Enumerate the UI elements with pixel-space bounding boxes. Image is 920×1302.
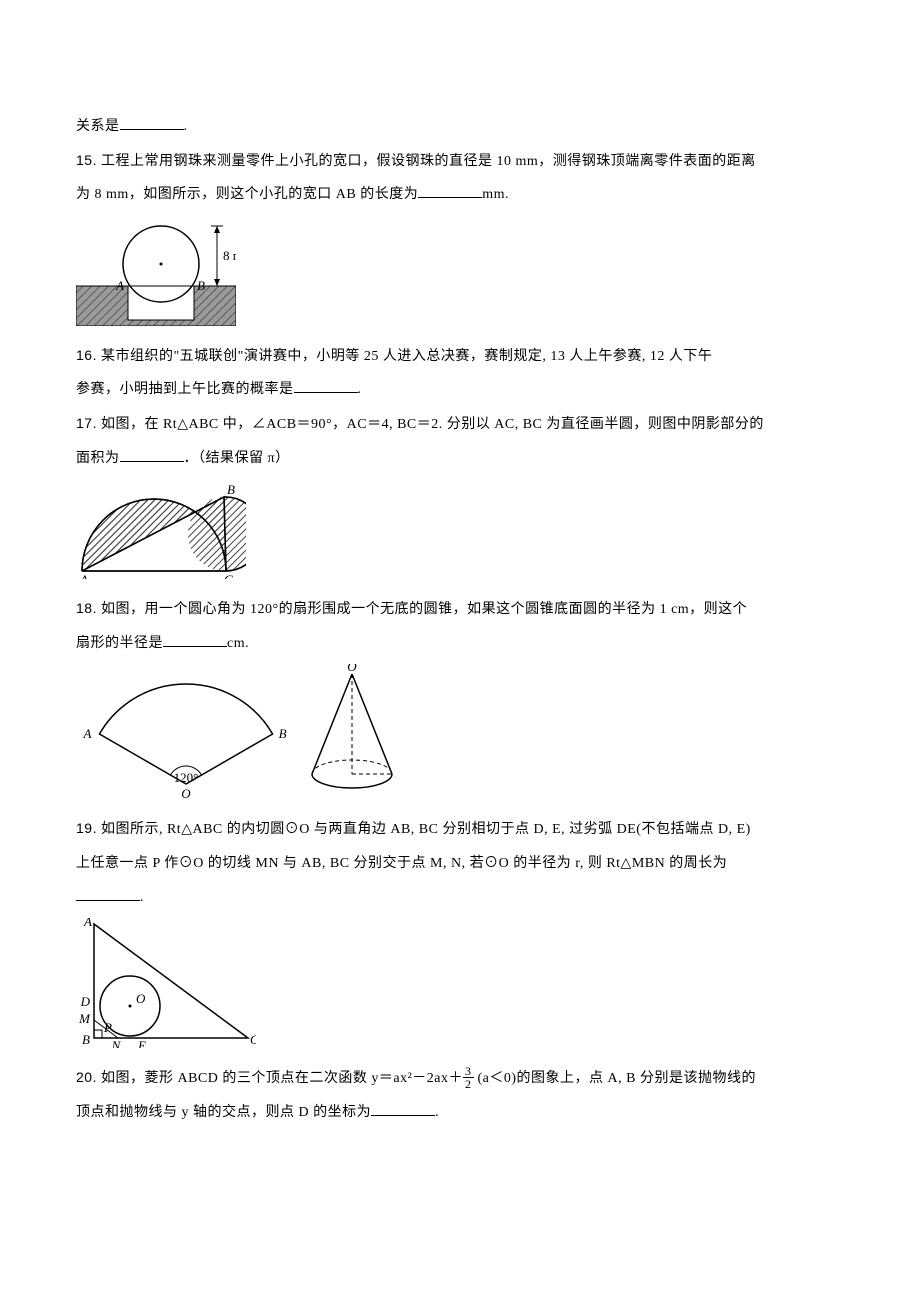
q20-fraction: 32 (463, 1065, 474, 1090)
q14-text-after: . (184, 119, 188, 134)
q20-num: 20. (76, 1069, 97, 1085)
q17-blank (120, 447, 184, 462)
svg-text:P: P (103, 1020, 112, 1035)
svg-text:N: N (111, 1038, 122, 1048)
q17-text2-after: ．（结果保留 π） (184, 451, 290, 466)
svg-text:A: A (79, 572, 88, 579)
svg-text:A: A (82, 726, 91, 741)
q20-frac-den: 2 (463, 1078, 474, 1090)
svg-text:E: E (137, 1038, 146, 1048)
svg-text:120°: 120° (174, 770, 199, 785)
q15-num: 15. (76, 152, 97, 168)
q14-tail: 关系是. (76, 110, 844, 144)
svg-text:B: B (197, 278, 205, 293)
q16-text2-after: . (358, 382, 362, 397)
q18-text1: 如图，用一个圆心角为 120°的扇形围成一个无底的圆锥，如果这个圆锥底面圆的半径… (97, 602, 747, 617)
q20-line1: 20. 如图，菱形 ABCD 的三个顶点在二次函数 y＝ax²－2ax＋32 (… (76, 1061, 844, 1096)
q16-num: 16. (76, 347, 97, 363)
svg-text:D: D (80, 994, 91, 1009)
q20-blank (371, 1101, 435, 1116)
q19-figure: A B C D E M N O P (76, 918, 844, 1053)
q18-line1: 18. 如图，用一个圆心角为 120°的扇形围成一个无底的圆锥，如果这个圆锥底面… (76, 592, 844, 627)
svg-text:8 mm: 8 mm (223, 248, 236, 263)
svg-text:C: C (224, 572, 233, 579)
q20-text-after-eq: (a＜0)的图象上，点 A, B 分别是该抛物线的 (474, 1071, 757, 1086)
q16-text1: 某市组织的"五城联创"演讲赛中，小明等 25 人进入总决赛，赛制规定, 13 人… (97, 349, 712, 364)
q17-svg: A B C (76, 479, 246, 579)
q14-blank (120, 115, 184, 130)
svg-text:M: M (78, 1011, 91, 1026)
q19-svg: A B C D E M N O P (76, 918, 256, 1048)
q17-text1: 如图，在 Rt△ABC 中，∠ACB＝90°，AC＝4, BC＝2. 分别以 A… (97, 417, 764, 432)
q19-line1: 19. 如图所示, Rt△ABC 的内切圆⊙O 与两直角边 AB, BC 分别相… (76, 812, 844, 847)
q18-line2: 扇形的半径是 cm. (76, 627, 844, 661)
svg-text:O: O (136, 991, 146, 1006)
svg-text:O: O (181, 786, 191, 799)
q16-line2: 参赛，小明抽到上午比赛的概率是. (76, 373, 844, 407)
q20-text-before-eq: 如图，菱形 ABCD 的三个顶点在二次函数 y＝ax²－2ax＋ (97, 1071, 463, 1086)
q19-trailing: . (140, 890, 144, 905)
q17-line1: 17. 如图，在 Rt△ABC 中，∠ACB＝90°，AC＝4, BC＝2. 分… (76, 407, 844, 442)
q19-text1: 如图所示, Rt△ABC 的内切圆⊙O 与两直角边 AB, BC 分别相切于点 … (97, 822, 751, 837)
q20-text2-before: 顶点和抛物线与 y 轴的交点，则点 D 的坐标为 (76, 1105, 371, 1120)
q17-text2-before: 面积为 (76, 451, 120, 466)
q18-text2-after: cm. (227, 636, 249, 651)
svg-text:A(B): A(B) (395, 766, 396, 781)
q15-svg: 8 mm A B (76, 216, 236, 326)
q17-line2: 面积为 ．（结果保留 π） (76, 442, 844, 476)
q19-num: 19. (76, 820, 97, 836)
svg-text:B: B (82, 1032, 90, 1047)
q15-line1: 15. 工程上常用钢珠来测量零件上小孔的宽口，假设钢珠的直径是 10 mm，测得… (76, 144, 844, 179)
q19-text2: 上任意一点 P 作⊙O 的切线 MN 与 AB, BC 分别交于点 M, N, … (76, 856, 727, 871)
q17-figure: A B C (76, 479, 844, 584)
q19-blank (76, 886, 140, 901)
q15-text2-before: 为 8 mm，如图所示，则这个小孔的宽口 AB 的长度为 (76, 187, 418, 202)
q15-blank (418, 183, 482, 198)
svg-text:C: C (250, 1032, 256, 1047)
q15-line2: 为 8 mm，如图所示，则这个小孔的宽口 AB 的长度为 mm. (76, 178, 844, 212)
q20-line2: 顶点和抛物线与 y 轴的交点，则点 D 的坐标为. (76, 1096, 844, 1130)
svg-text:O: O (347, 664, 357, 674)
q16-line1: 16. 某市组织的"五城联创"演讲赛中，小明等 25 人进入总决赛，赛制规定, … (76, 339, 844, 374)
svg-text:A: A (83, 918, 92, 929)
q19-line3: . (76, 881, 844, 915)
q19-line2: 上任意一点 P 作⊙O 的切线 MN 与 AB, BC 分别交于点 M, N, … (76, 847, 844, 881)
svg-text:A: A (115, 278, 124, 293)
svg-text:B: B (227, 482, 235, 497)
q18-figure: 120° A B O O A(B) (76, 664, 844, 804)
q15-text1: 工程上常用钢珠来测量零件上小孔的宽口，假设钢珠的直径是 10 mm，测得钢珠顶端… (97, 154, 756, 169)
q20-text2-after: . (435, 1105, 439, 1120)
q15-figure: 8 mm A B (76, 216, 844, 331)
q16-text2-before: 参赛，小明抽到上午比赛的概率是 (76, 382, 294, 397)
q18-svg: 120° A B O O A(B) (76, 664, 396, 799)
q17-num: 17. (76, 415, 97, 431)
svg-text:B: B (279, 726, 287, 741)
q18-num: 18. (76, 600, 97, 616)
q14-text-before: 关系是 (76, 119, 120, 134)
q18-blank (163, 632, 227, 647)
q18-text2-before: 扇形的半径是 (76, 636, 163, 651)
q15-text2-after: mm. (482, 187, 509, 202)
q16-blank (294, 378, 358, 393)
